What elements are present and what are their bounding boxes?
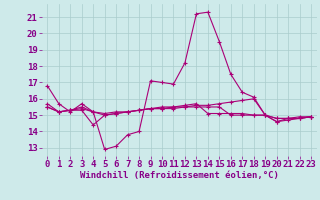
- X-axis label: Windchill (Refroidissement éolien,°C): Windchill (Refroidissement éolien,°C): [80, 171, 279, 180]
